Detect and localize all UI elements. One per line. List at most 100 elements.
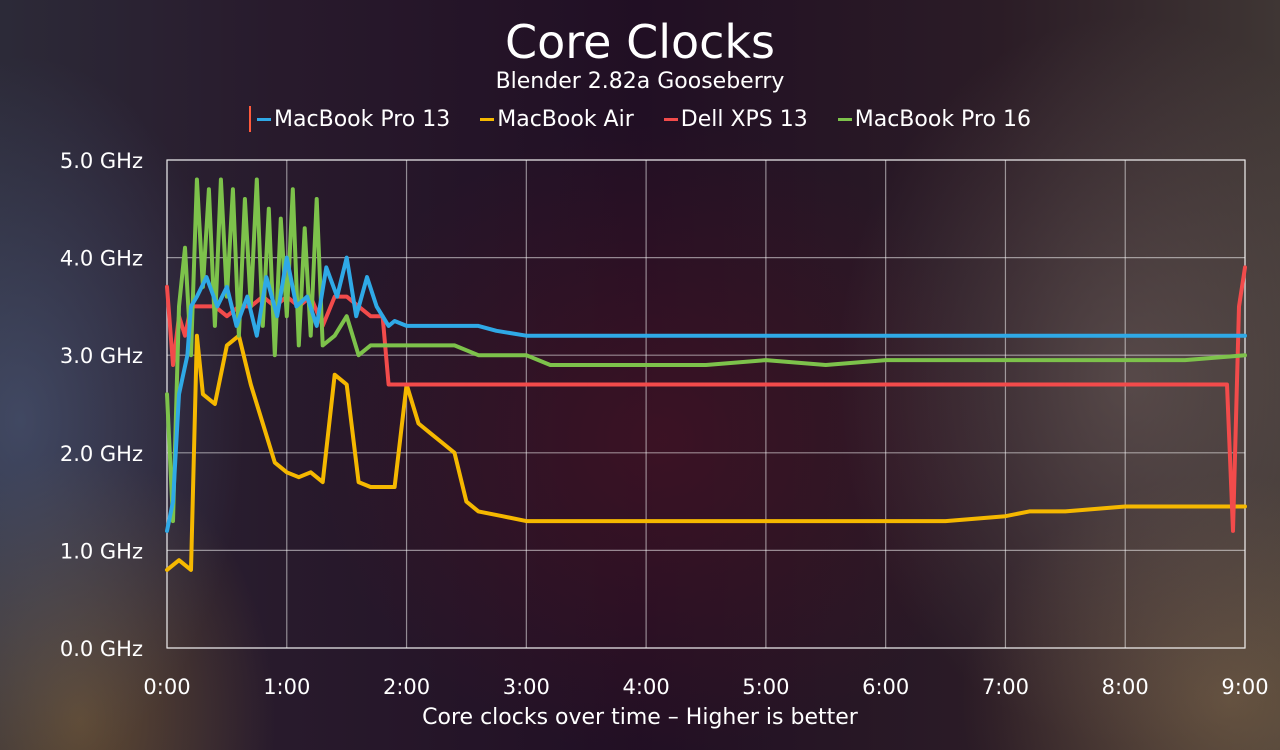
data-point-macbook-pro-13 — [165, 529, 169, 533]
data-point-macbook-pro-16 — [285, 314, 289, 318]
x-tick-label: 9:00 — [1221, 675, 1268, 699]
y-tick-label: 5.0 GHz — [60, 149, 143, 173]
data-point-macbook-air — [345, 383, 349, 386]
data-point-macbook-pro-13 — [1003, 334, 1007, 338]
data-point-macbook-pro-16 — [297, 343, 301, 347]
data-point-macbook-air — [1003, 514, 1007, 518]
data-point-dell-xps-13 — [764, 383, 768, 386]
series-line-macbook-pro-13 — [165, 255, 1247, 533]
data-point-macbook-air — [1123, 505, 1127, 508]
data-point-macbook-pro-16 — [1003, 358, 1007, 362]
data-point-macbook-air — [429, 431, 432, 435]
data-point-macbook-air — [213, 402, 217, 406]
data-point-dell-xps-13 — [171, 363, 175, 367]
data-point-macbook-air — [464, 500, 468, 504]
data-point-macbook-pro-16 — [476, 353, 480, 357]
data-point-macbook-pro-13 — [354, 314, 358, 318]
data-point-macbook-air — [884, 519, 888, 523]
chart-title: Core Clocks — [504, 15, 776, 69]
data-point-macbook-pro-13 — [245, 295, 249, 299]
data-point-dell-xps-13 — [345, 295, 349, 299]
data-point-macbook-pro-16 — [261, 324, 265, 328]
legend-marker — [249, 106, 252, 132]
data-point-dell-xps-13 — [1123, 383, 1127, 386]
legend-swatch-macbook-pro-13 — [257, 117, 272, 121]
data-point-dell-xps-13 — [944, 383, 948, 386]
data-point-macbook-pro-16 — [279, 217, 283, 221]
data-point-macbook-pro-16 — [333, 334, 337, 338]
legend-label-macbook-air: MacBook Air — [497, 106, 634, 132]
data-point-macbook-air — [177, 558, 181, 562]
legend-label-macbook-pro-13: MacBook Pro 13 — [274, 106, 451, 132]
data-point-macbook-pro-13 — [365, 275, 369, 279]
legend-item-dell-xps-13: Dell XPS 13 — [663, 106, 808, 132]
y-tick-label: 2.0 GHz — [60, 442, 143, 466]
data-point-macbook-pro-13 — [225, 285, 229, 289]
data-point-macbook-pro-16 — [453, 343, 456, 347]
data-point-macbook-pro-13 — [704, 334, 708, 338]
data-point-macbook-pro-13 — [1243, 334, 1247, 338]
data-point-macbook-pro-16 — [345, 314, 349, 318]
data-point-macbook-pro-16 — [303, 226, 307, 230]
data-point-macbook-pro-16 — [584, 363, 588, 367]
data-point-macbook-pro-16 — [1063, 358, 1067, 362]
data-point-macbook-pro-16 — [189, 353, 193, 357]
x-tick-label: 5:00 — [742, 675, 789, 699]
data-point-macbook-pro-16 — [1183, 358, 1187, 362]
data-point-macbook-pro-16 — [213, 324, 217, 328]
data-point-macbook-air — [1027, 509, 1031, 513]
plot-area-frame — [166, 159, 1246, 649]
data-point-macbook-pro-13 — [429, 324, 432, 328]
data-point-dell-xps-13 — [165, 285, 169, 289]
data-point-macbook-pro-13 — [189, 304, 193, 308]
legend-swatch-macbook-air — [480, 117, 495, 121]
data-point-macbook-air — [165, 568, 169, 572]
data-point-macbook-air — [453, 451, 456, 455]
data-point-macbook-air — [273, 461, 277, 465]
data-point-macbook-pro-13 — [944, 334, 948, 338]
data-point-macbook-air — [285, 470, 289, 474]
data-point-dell-xps-13 — [1243, 265, 1247, 269]
data-point-macbook-pro-13 — [185, 353, 189, 357]
data-point-macbook-air — [357, 480, 361, 484]
data-point-macbook-pro-16 — [231, 187, 235, 191]
data-point-macbook-pro-16 — [644, 363, 648, 367]
data-point-dell-xps-13 — [183, 334, 187, 338]
data-point-macbook-air — [500, 514, 504, 518]
data-point-macbook-pro-13 — [275, 314, 279, 318]
y-tick-label: 0.0 GHz — [60, 637, 143, 661]
data-point-dell-xps-13 — [225, 314, 229, 318]
data-point-dell-xps-13 — [405, 383, 409, 386]
data-point-macbook-pro-16 — [824, 363, 828, 367]
data-point-macbook-pro-16 — [195, 178, 199, 181]
data-point-macbook-pro-16 — [183, 246, 187, 250]
data-point-macbook-pro-13 — [294, 304, 298, 308]
data-point-dell-xps-13 — [1063, 383, 1067, 386]
x-tick-label: 6:00 — [862, 675, 909, 699]
data-point-dell-xps-13 — [369, 314, 373, 318]
data-point-macbook-air — [333, 373, 337, 377]
legend-item-macbook-pro-16: MacBook Pro 16 — [837, 106, 1031, 132]
data-point-macbook-air — [225, 343, 229, 347]
data-point-macbook-pro-13 — [305, 295, 309, 299]
data-point-dell-xps-13 — [884, 383, 888, 386]
data-point-macbook-pro-16 — [381, 343, 385, 347]
data-point-macbook-pro-16 — [315, 197, 319, 201]
data-point-macbook-pro-13 — [476, 324, 480, 328]
data-point-macbook-air — [195, 334, 199, 338]
data-point-dell-xps-13 — [1231, 529, 1235, 533]
legend: MacBook Pro 13 MacBook Air Dell XPS 13 M… — [0, 106, 1280, 132]
data-point-macbook-pro-16 — [171, 519, 175, 523]
data-point-macbook-air — [524, 519, 528, 523]
x-tick-label: 8:00 — [1102, 675, 1149, 699]
data-point-dell-xps-13 — [584, 383, 588, 386]
x-tick-label: 4:00 — [623, 675, 670, 699]
data-point-dell-xps-13 — [1237, 304, 1241, 308]
x-tick-label: 2:00 — [383, 675, 430, 699]
data-point-macbook-pro-13 — [381, 314, 385, 318]
data-point-macbook-pro-16 — [321, 343, 325, 347]
data-point-macbook-pro-16 — [548, 363, 552, 367]
data-point-macbook-air — [644, 519, 648, 523]
